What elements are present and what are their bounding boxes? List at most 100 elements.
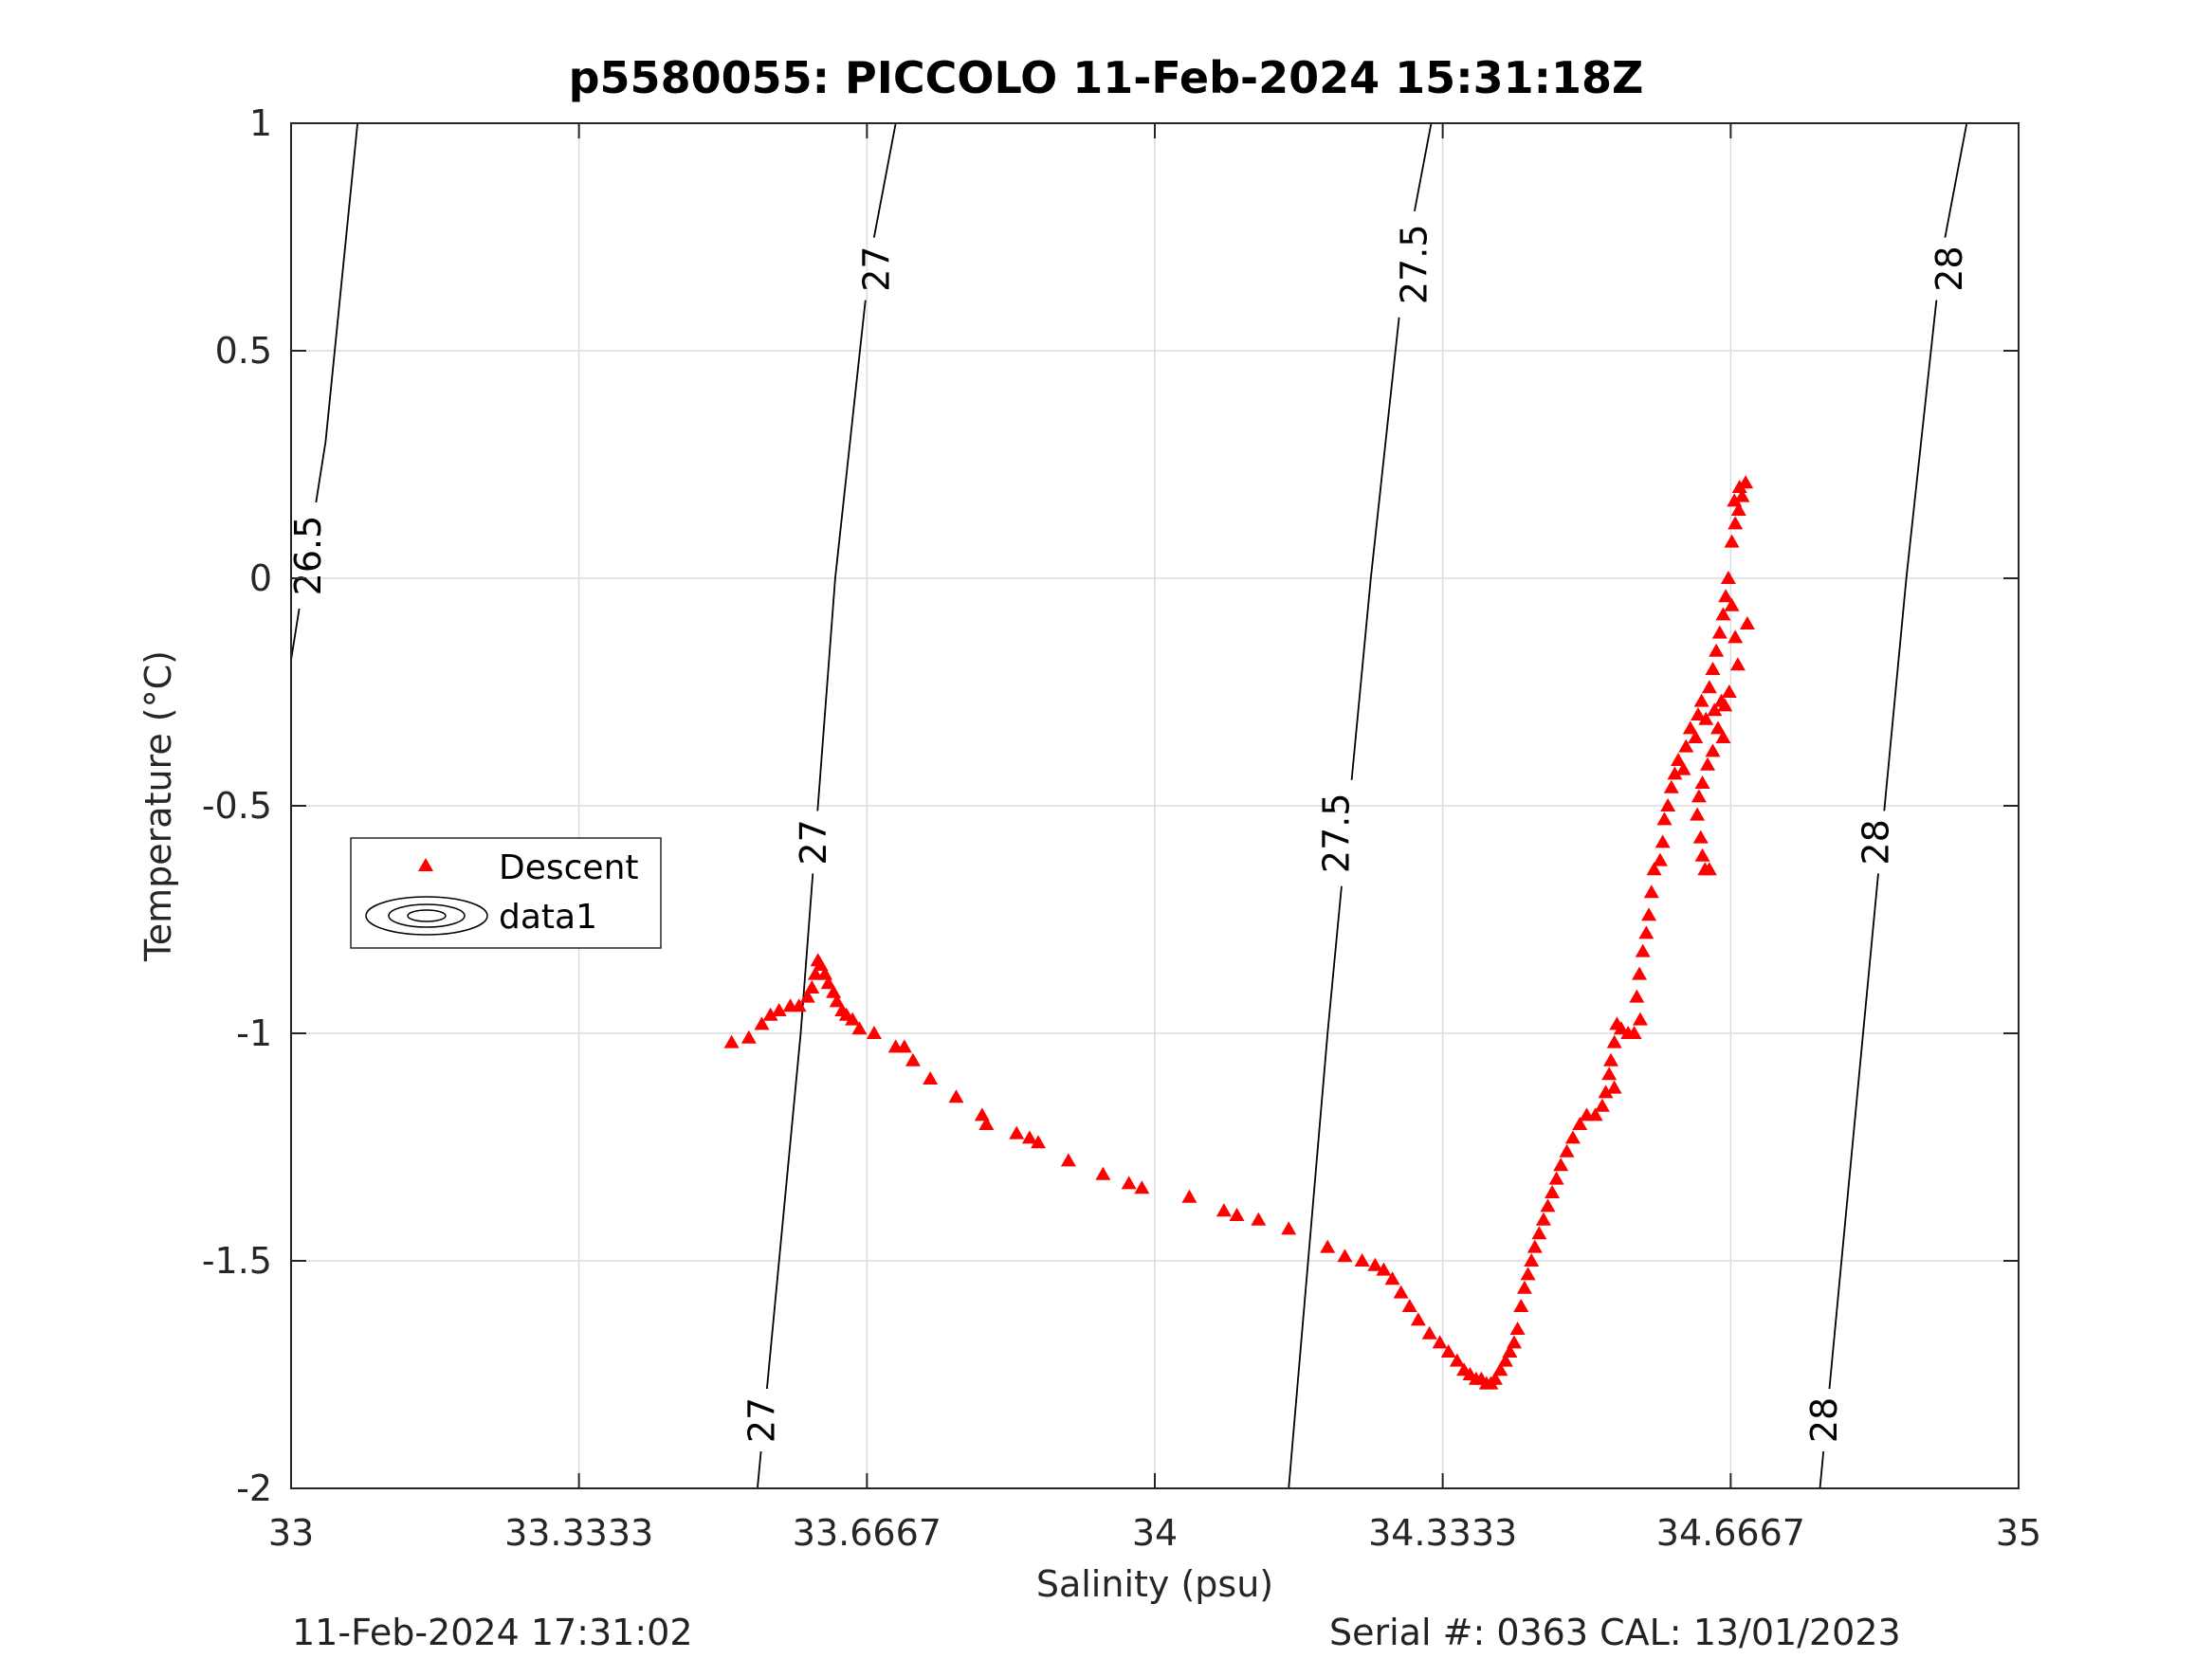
density-contours: 26.5 27 27 27 27.5 27.5 28 28 28 <box>287 123 1970 1488</box>
descent-point <box>1432 1335 1448 1349</box>
descent-point <box>974 1107 990 1121</box>
descent-point <box>1526 1239 1543 1253</box>
descent-point <box>1728 516 1744 530</box>
descent-point <box>1721 684 1737 698</box>
descent-point <box>1717 698 1733 712</box>
x-tick-label: 33.3333 <box>504 1512 653 1554</box>
descent-point <box>1643 884 1659 899</box>
contour-line-27.5 <box>1288 123 1433 1488</box>
descent-point <box>1671 753 1687 766</box>
descent-point <box>1320 1239 1336 1253</box>
descent-point <box>1516 1280 1532 1294</box>
legend-contour-icon <box>365 896 488 936</box>
descent-point <box>1421 1325 1437 1340</box>
descent-point <box>1709 720 1726 735</box>
descent-point <box>807 966 823 980</box>
contour-label: 27 <box>793 819 834 865</box>
descent-point <box>829 994 845 1008</box>
descent-point <box>1692 830 1709 844</box>
descent-point <box>1393 1285 1409 1299</box>
descent-point <box>1021 1130 1037 1144</box>
descent-point <box>1705 743 1721 757</box>
descent-point <box>1487 1371 1503 1385</box>
descent-point <box>1701 862 1717 876</box>
descent-point <box>1688 730 1704 743</box>
descent-point <box>1709 643 1725 657</box>
descent-point <box>1667 766 1683 780</box>
x-tick-label: 34.3333 <box>1368 1512 1517 1554</box>
descent-point <box>978 1117 995 1130</box>
descent-point <box>905 1052 921 1066</box>
x-tick-label: 34.6667 <box>1656 1512 1805 1554</box>
descent-point <box>1564 1130 1581 1144</box>
descent-point <box>1367 1257 1383 1271</box>
descent-point <box>1693 693 1709 707</box>
footer-serial-cal: Serial #: 0363 CAL: 13/01/2023 <box>1329 1612 1901 1653</box>
descent-point <box>1216 1203 1232 1217</box>
descent-point <box>1520 1267 1536 1281</box>
contour-line-26.5 <box>291 123 358 661</box>
axis-ticks <box>290 122 2020 1489</box>
contour-label: 28 <box>1856 819 1897 865</box>
descent-point <box>791 998 807 1012</box>
descent-point <box>1095 1166 1111 1180</box>
descent-point <box>1524 1253 1540 1267</box>
descent-point <box>1603 1052 1619 1066</box>
descent-point <box>1401 1299 1417 1312</box>
descent-point <box>1728 629 1744 644</box>
descent-point <box>1606 1080 1622 1094</box>
y-tick-labels: -2 -1.5 -1 -0.5 0 0.5 1 <box>202 102 272 1509</box>
descent-point <box>813 957 829 971</box>
descent-point <box>1701 680 1717 694</box>
descent-point <box>1707 702 1723 717</box>
descent-point <box>1548 1171 1564 1185</box>
descent-point <box>1731 480 1747 493</box>
descent-point <box>1229 1208 1245 1221</box>
descent-point <box>1629 989 1645 1003</box>
y-tick-label: -1 <box>236 1012 272 1054</box>
descent-point <box>1700 757 1716 771</box>
descent-point <box>1384 1271 1400 1285</box>
descent-point <box>799 989 815 1003</box>
descent-point <box>1730 502 1746 516</box>
y-tick-label: -2 <box>236 1468 272 1509</box>
x-tick-label: 35 <box>1996 1512 2041 1554</box>
descent-point <box>1711 625 1728 639</box>
descent-point <box>1598 1085 1614 1099</box>
descent-point <box>1729 657 1746 671</box>
descent-point <box>762 1007 778 1021</box>
descent-point <box>1632 1012 1648 1026</box>
descent-point <box>1715 607 1731 621</box>
descent-point <box>1715 730 1731 743</box>
descent-point <box>1739 616 1755 629</box>
descent-point <box>1572 1117 1588 1130</box>
descent-point <box>1656 811 1673 826</box>
descent-point <box>896 1039 912 1053</box>
y-tick-label: -0.5 <box>202 785 272 827</box>
descent-point <box>754 1016 770 1030</box>
y-tick-label: 0 <box>249 557 272 599</box>
contour-line-28 <box>1819 123 1968 1488</box>
descent-point <box>804 980 820 994</box>
descent-point <box>1449 1353 1465 1367</box>
descent-point <box>1635 943 1651 957</box>
descent-point <box>1660 798 1676 811</box>
descent-point <box>1594 1098 1610 1112</box>
descent-point <box>1690 807 1706 821</box>
y-tick-label: -1.5 <box>202 1240 272 1282</box>
descent-point <box>851 1021 868 1035</box>
descent-point <box>1497 1353 1513 1367</box>
y-axis-label: Temperature (°C) <box>137 650 179 962</box>
descent-point <box>1638 925 1654 939</box>
descent-point <box>1691 789 1707 803</box>
y-tick-label: 0.5 <box>215 330 272 372</box>
descent-point <box>1502 1344 1518 1358</box>
contour-label: 28 <box>1803 1397 1845 1443</box>
descent-point <box>1587 1107 1603 1121</box>
descent-point <box>1675 761 1691 775</box>
contour-line-27 <box>757 123 897 1488</box>
grid-lines <box>291 123 2019 1488</box>
descent-point <box>1121 1176 1137 1190</box>
descent-point <box>1492 1362 1508 1376</box>
